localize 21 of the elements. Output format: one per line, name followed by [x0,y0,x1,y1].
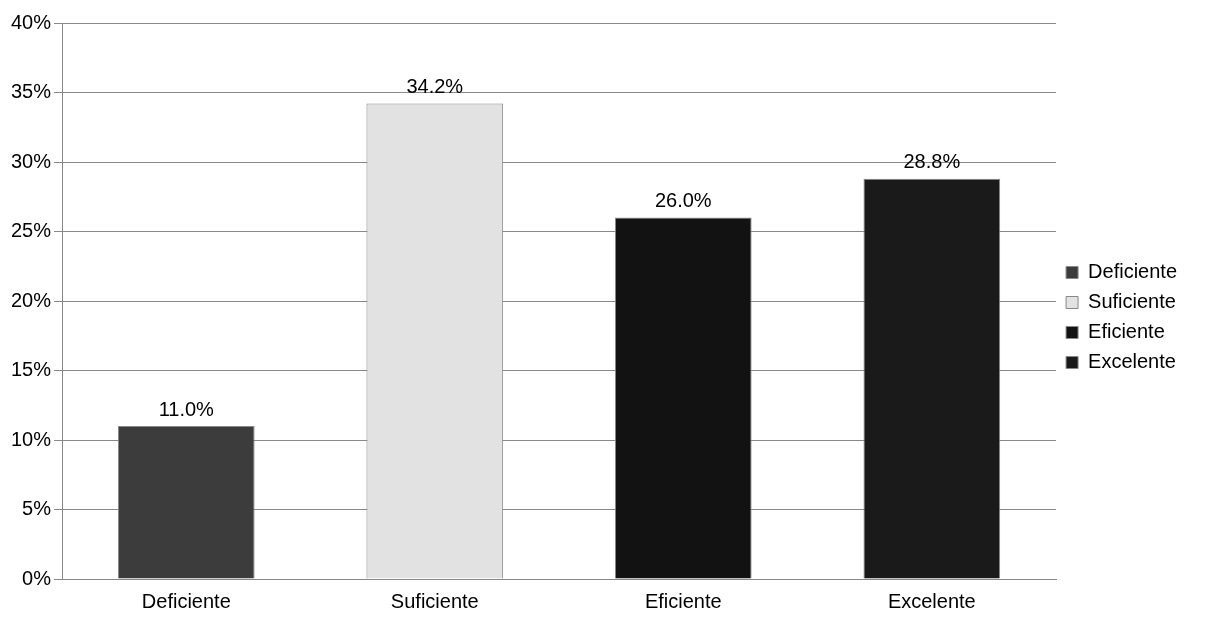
data-label: 28.8% [903,150,961,173]
x-tick-label: Deficiente [141,589,231,612]
y-tick-label: 10% [11,427,52,450]
y-tick-label: 15% [11,358,52,381]
y-tick-label: 25% [11,219,52,242]
legend-label: Eficiente [1088,320,1165,343]
x-tick-label: Excelente [887,589,976,612]
legend-label: Deficiente [1088,260,1177,283]
legend-label: Excelente [1088,350,1176,373]
y-tick-label: 30% [11,149,52,172]
y-tick-label: 0% [22,566,52,589]
legend-label: Suficiente [1088,290,1176,313]
x-tick-label: Eficiente [644,589,722,612]
x-tick-label: Suficiente [390,589,479,612]
data-label: 34.2% [406,75,464,98]
data-label: 26.0% [654,189,712,212]
data-label: 11.0% [158,397,215,420]
y-tick-label: 40% [11,10,52,33]
y-tick-label: 35% [11,80,52,103]
y-tick-label: 20% [11,288,52,311]
y-tick-label: 5% [22,497,52,520]
